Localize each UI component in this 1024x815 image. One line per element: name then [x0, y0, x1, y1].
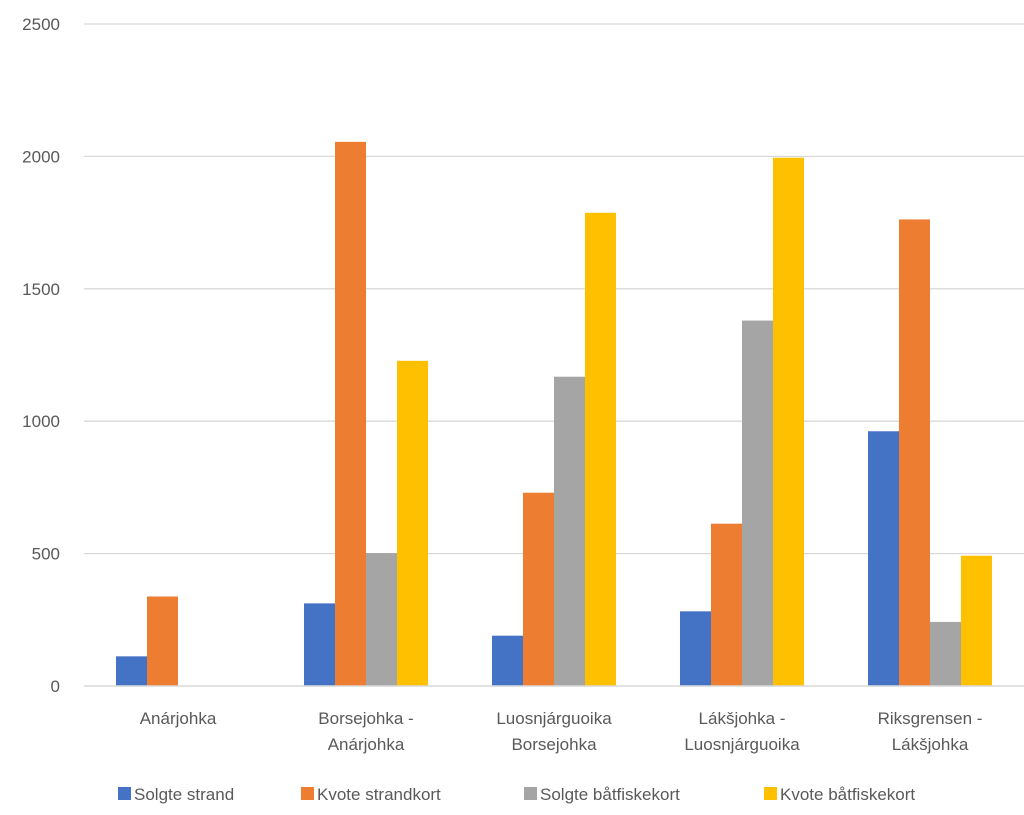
x-tick-label: Lákšjohka -: [699, 709, 786, 728]
legend-swatch: [118, 787, 131, 800]
y-axis-ticks: 0 500 1000 1500 2000 2500: [22, 15, 60, 696]
y-tick-label: 2000: [22, 147, 60, 166]
legend-swatch: [764, 787, 777, 800]
x-tick-label: Borsejohka -: [318, 709, 413, 728]
x-tick-label: Luosnjárguoika: [496, 709, 612, 728]
y-tick-label: 2500: [22, 15, 60, 34]
bar: [961, 555, 992, 686]
bar: [773, 157, 804, 686]
legend-swatch: [524, 787, 537, 800]
gridlines: [84, 23, 1024, 555]
y-tick-label: 0: [51, 677, 60, 696]
x-axis-ticks: Anárjohka Borsejohka - Anárjohka Luosnjárgu…: [140, 709, 983, 754]
bar: [304, 603, 335, 686]
x-tick-label: Anárjohka: [140, 709, 217, 728]
bar: [492, 635, 523, 686]
bar: [680, 611, 711, 686]
x-tick-label: Borsejohka: [511, 735, 597, 754]
y-tick-label: 1500: [22, 280, 60, 299]
bar: [116, 656, 147, 686]
x-tick-label: Lákšjohka: [892, 735, 969, 754]
x-tick-label: Anárjohka: [328, 735, 405, 754]
legend-label: Kvote båtfiskekort: [780, 785, 915, 804]
legend-label: Kvote strandkort: [317, 785, 441, 804]
y-tick-label: 1000: [22, 412, 60, 431]
legend: Solgte strand Kvote strandkort Solgte båtf…: [118, 785, 915, 804]
bar: [930, 621, 961, 686]
bar: [742, 320, 773, 686]
x-tick-label: Riksgrensen -: [878, 709, 983, 728]
legend-label: Solgte båtfiskekort: [540, 785, 680, 804]
bar: [711, 523, 742, 686]
bar: [868, 431, 899, 686]
bar: [899, 219, 930, 686]
bar: [147, 596, 178, 686]
x-tick-label: Luosnjárguoika: [684, 735, 800, 754]
bar: [335, 141, 366, 686]
bars: [116, 141, 992, 686]
y-tick-label: 500: [32, 545, 60, 564]
bar: [523, 492, 554, 686]
bar: [585, 212, 616, 686]
legend-label: Solgte strand: [134, 785, 234, 804]
bar: [397, 360, 428, 686]
bar: [366, 553, 397, 686]
bar: [554, 376, 585, 686]
legend-swatch: [301, 787, 314, 800]
